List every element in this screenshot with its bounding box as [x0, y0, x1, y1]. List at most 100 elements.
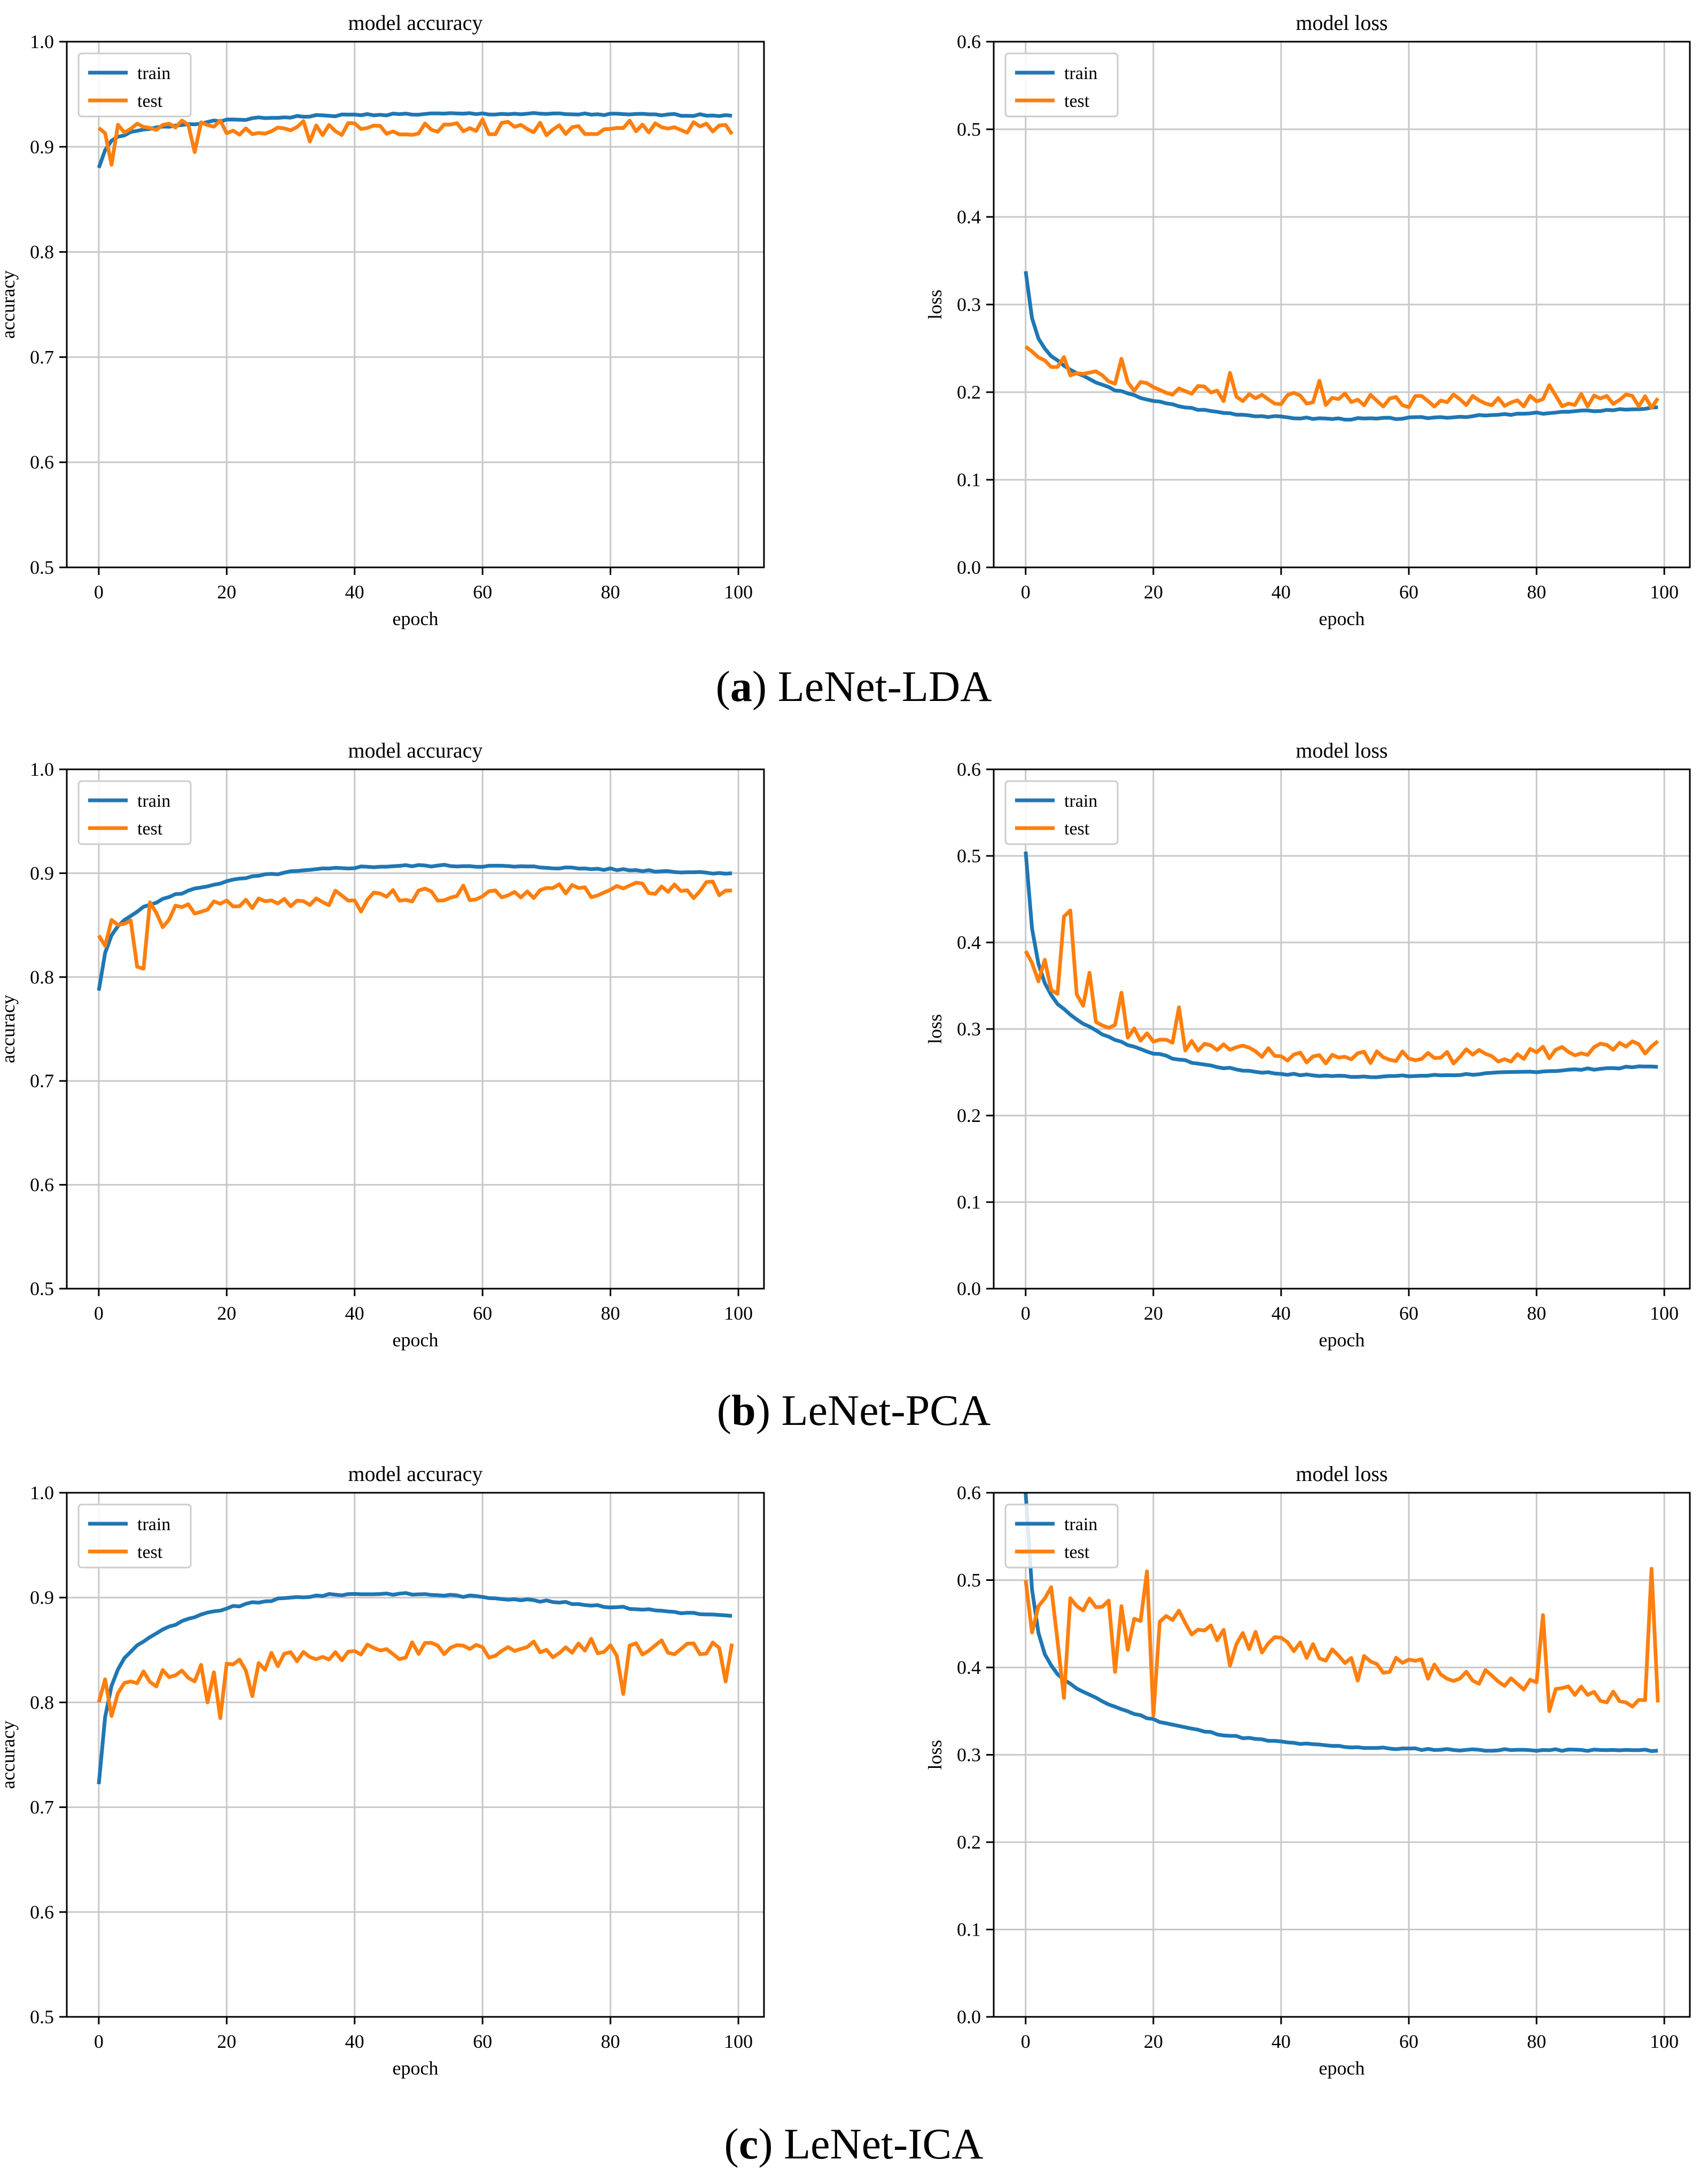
- legend-test-label: test: [1064, 819, 1090, 839]
- y-tick-label-0.6: 0.6: [30, 451, 54, 473]
- y-tick-label-0.8: 0.8: [30, 966, 54, 988]
- x-tick-label-40: 40: [345, 1303, 364, 1324]
- y-axis-label: accuracy: [0, 995, 19, 1063]
- y-tick-label-0.4: 0.4: [957, 206, 981, 228]
- caption-c-letter: c: [739, 2119, 758, 2168]
- chart-lda-accuracy: 0 20 40 60 80 100 0.5 0.6 0.7 0.8 0.9 1.0 model accu…: [0, 11, 765, 629]
- y-tick-label-0.1: 0.1: [957, 1919, 981, 1940]
- x-axis-label: epoch: [1319, 1329, 1365, 1351]
- y-tick-label-0.1: 0.1: [957, 469, 981, 490]
- legend-train-label: train: [1064, 1515, 1097, 1534]
- chart-title: model loss: [1296, 1462, 1387, 1486]
- y-tick-label-1.0: 1.0: [30, 1482, 54, 1503]
- chart-title: model accuracy: [348, 11, 482, 35]
- chart-ica-accuracy: 0 20 40 60 80 100 0.5 0.6 0.7 0.8 0.9 1.0 model accu…: [0, 1462, 765, 2079]
- y-tick-label-0.7: 0.7: [30, 346, 54, 368]
- chart-ica-loss: 0 20 40 60 80 100 0.0 0.1 0.2 0.3 0.4 0.5 0.6 model l…: [924, 1462, 1691, 2079]
- y-tick-label-0.8: 0.8: [30, 1691, 54, 1713]
- legend-test-label: test: [137, 91, 163, 111]
- x-tick-label-60: 60: [473, 2031, 492, 2052]
- legend: train test: [1004, 52, 1119, 118]
- x-axis-label: epoch: [393, 608, 439, 629]
- y-axis-label: loss: [924, 1740, 946, 1769]
- x-tick-label-0: 0: [94, 2031, 104, 2052]
- series-train-line: [97, 1591, 732, 1784]
- caption-c: (c) LeNet-ICA: [724, 2119, 984, 2168]
- plot-frame: [66, 768, 765, 1290]
- y-tick-label-0.5: 0.5: [957, 1570, 981, 1591]
- caption-c-text: LeNet-ICA: [773, 2119, 984, 2168]
- legend: train test: [1004, 780, 1119, 845]
- x-tick-label-100: 100: [724, 581, 753, 603]
- x-tick-label-100: 100: [1650, 581, 1679, 603]
- legend: train test: [1004, 1503, 1119, 1569]
- y-tick-label-0.8: 0.8: [30, 241, 54, 263]
- y-tick-label-0.5: 0.5: [30, 1278, 54, 1299]
- x-axis-label: epoch: [1319, 2057, 1365, 2079]
- series-train-line: [1024, 271, 1658, 422]
- x-tick-label-20: 20: [217, 2031, 236, 2052]
- y-tick-label-0.9: 0.9: [30, 862, 54, 884]
- series-test-line: [1024, 345, 1660, 410]
- y-tick-label-1.0: 1.0: [30, 31, 54, 52]
- x-tick-label-0: 0: [94, 1303, 104, 1324]
- y-tick-label-0.6: 0.6: [957, 31, 981, 52]
- y-tick-label-0.0: 0.0: [957, 2006, 981, 2028]
- y-tick-label-0.7: 0.7: [30, 1797, 54, 1818]
- series-test-line: [1024, 908, 1659, 1065]
- y-tick-label-0.9: 0.9: [30, 1587, 54, 1608]
- legend-train-label: train: [1064, 64, 1097, 83]
- x-tick-label-80: 80: [601, 581, 620, 603]
- y-tick-label-0.0: 0.0: [957, 1278, 981, 1299]
- y-tick-label-0.6: 0.6: [30, 1901, 54, 1923]
- x-tick-label-40: 40: [1272, 581, 1291, 603]
- x-tick-label-20: 20: [1144, 581, 1163, 603]
- series-train-line: [97, 863, 732, 991]
- y-tick-label-0.5: 0.5: [957, 845, 981, 867]
- y-tick-label-0.6: 0.6: [957, 759, 981, 780]
- y-tick-label-0.5: 0.5: [30, 2006, 54, 2028]
- legend: train test: [77, 780, 192, 845]
- legend-test-label: test: [137, 1542, 163, 1562]
- legend-test-label: test: [1064, 1542, 1090, 1562]
- y-tick-label-0.2: 0.2: [957, 381, 981, 403]
- legend-box: [77, 780, 192, 845]
- x-tick-label-80: 80: [1527, 2031, 1546, 2052]
- x-tick-label-60: 60: [1399, 2031, 1418, 2052]
- y-tick-label-0.3: 0.3: [957, 1744, 981, 1766]
- caption-b: (b) LeNet-PCA: [717, 1386, 991, 1435]
- legend-box: [77, 52, 192, 118]
- legend-box: [77, 1503, 192, 1569]
- y-tick-label-0.5: 0.5: [957, 119, 981, 140]
- x-tick-label-40: 40: [1272, 2031, 1291, 2052]
- x-tick-label-0: 0: [1021, 2031, 1031, 2052]
- y-tick-label-1.0: 1.0: [30, 759, 54, 780]
- x-tick-label-20: 20: [1144, 1303, 1163, 1324]
- plot-frame: [66, 41, 765, 568]
- caption-b-letter: b: [731, 1386, 756, 1435]
- y-axis-label: accuracy: [0, 270, 19, 339]
- y-axis-label: loss: [924, 1014, 946, 1044]
- legend-box: [1004, 52, 1119, 118]
- series-test-line: [97, 118, 734, 167]
- legend-box: [1004, 1503, 1119, 1569]
- x-tick-label-80: 80: [601, 1303, 620, 1324]
- legend-train-label: train: [137, 1515, 170, 1534]
- y-axis-label: accuracy: [0, 1721, 19, 1789]
- legend: train test: [77, 1503, 192, 1569]
- series-test-line: [97, 879, 732, 971]
- series-test-line: [97, 1636, 734, 1720]
- x-tick-label-80: 80: [601, 2031, 620, 2052]
- series-test-line: [1024, 1566, 1660, 1718]
- y-tick-label-0.9: 0.9: [30, 136, 54, 158]
- caption-a-text: LeNet-LDA: [767, 662, 992, 711]
- x-axis-label: epoch: [1319, 608, 1365, 629]
- y-tick-label-0.0: 0.0: [957, 557, 981, 578]
- chart-lda-loss: 0 20 40 60 80 100 0.0 0.1 0.2 0.3 0.4 0.5 0.6 model l…: [924, 11, 1691, 629]
- y-tick-label-0.6: 0.6: [957, 1482, 981, 1503]
- x-tick-label-60: 60: [1399, 581, 1418, 603]
- caption-b-text: LeNet-PCA: [770, 1386, 991, 1435]
- x-tick-label-100: 100: [1650, 1303, 1679, 1324]
- chart-title: model loss: [1296, 738, 1387, 762]
